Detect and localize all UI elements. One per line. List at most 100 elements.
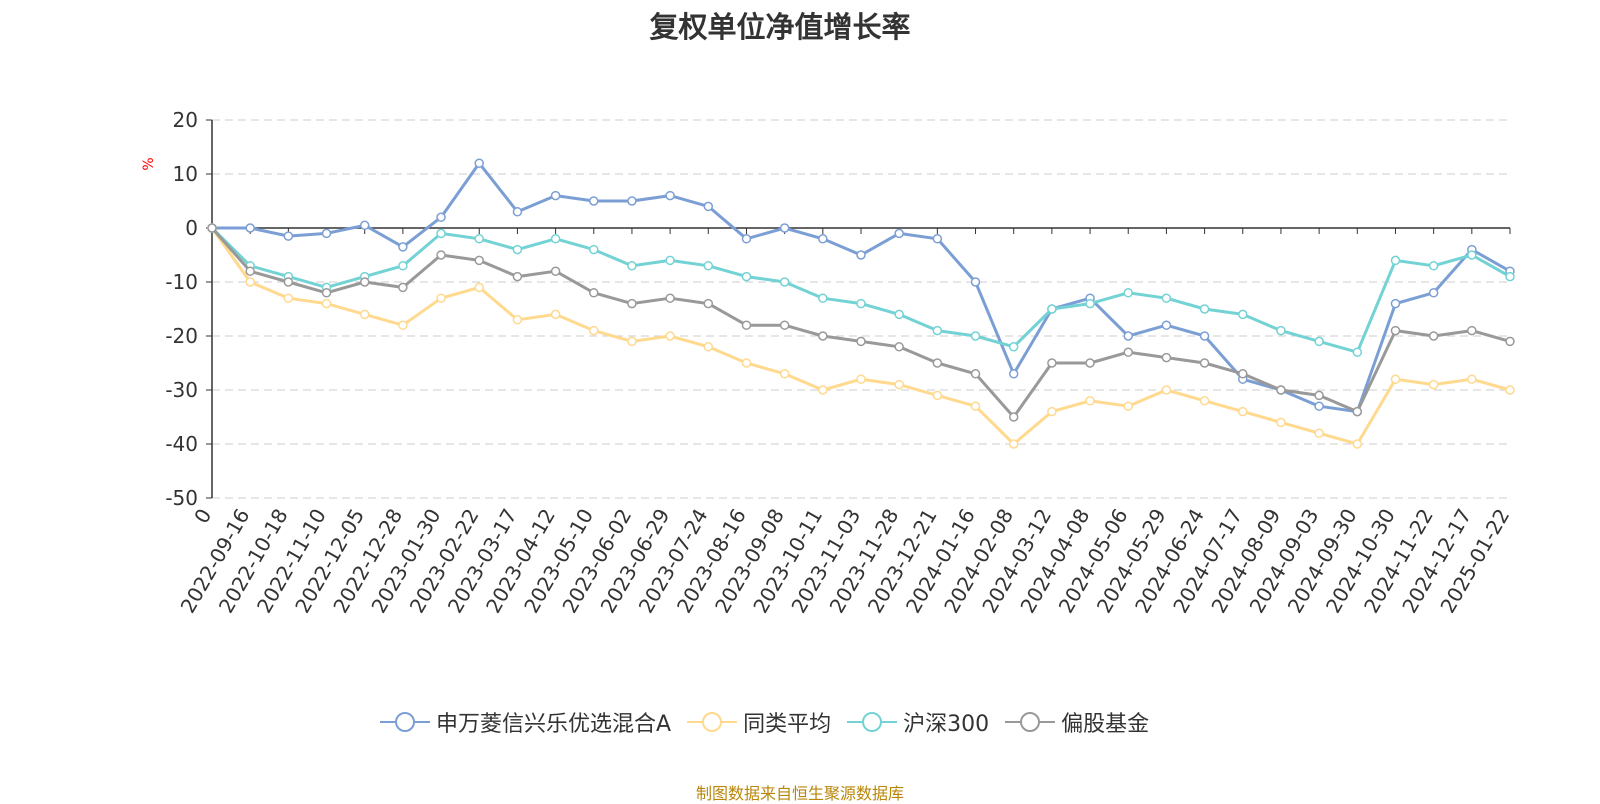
data-point (283, 231, 294, 241)
data-point (1352, 347, 1363, 357)
y-tick-label: 20 (173, 108, 198, 132)
y-tick-label: -30 (165, 378, 198, 402)
data-point (550, 309, 561, 320)
data-point (589, 196, 599, 206)
data-point (1314, 336, 1324, 347)
data-point (627, 336, 637, 347)
data-point (932, 358, 943, 368)
data-point (1123, 347, 1133, 357)
legend-item-1[interactable]: 同类平均 (687, 706, 831, 738)
data-point (398, 320, 408, 330)
chart-title: 复权单位净值增长率 (649, 10, 911, 44)
data-point (665, 255, 675, 266)
data-point (1467, 374, 1477, 384)
data-point (245, 266, 255, 276)
data-point (1352, 439, 1363, 449)
data-point (512, 315, 523, 325)
data-point (1390, 255, 1401, 266)
y-tick-label: 10 (173, 162, 198, 186)
data-point (321, 228, 332, 239)
legend-item-0[interactable]: 申万菱信兴乐优选混合A (380, 706, 671, 738)
y-tick-label: 0 (185, 216, 198, 240)
data-point (1505, 336, 1515, 347)
data-point (703, 342, 714, 352)
legend-item-3[interactable]: 偏股基金 (1005, 706, 1149, 738)
data-point (894, 309, 904, 320)
data-point (1314, 428, 1324, 438)
legend-symbol-icon (1005, 712, 1056, 732)
data-point (818, 385, 828, 395)
data-point (856, 374, 866, 384)
data-point (779, 369, 790, 379)
series-layer (207, 158, 1515, 449)
y-tick-label: -20 (165, 324, 198, 348)
data-point (1123, 288, 1133, 298)
data-point (398, 242, 408, 252)
data-point (474, 282, 484, 293)
data-point (245, 277, 255, 287)
data-point (1161, 293, 1172, 303)
data-point (856, 298, 866, 309)
data-point (359, 277, 370, 287)
data-point (932, 390, 943, 401)
data-point (932, 234, 943, 244)
data-point (627, 196, 637, 206)
data-point (283, 277, 294, 287)
data-point (512, 244, 523, 255)
data-point (970, 277, 981, 287)
data-point (741, 320, 752, 330)
data-point (512, 271, 523, 282)
data-point (1123, 401, 1133, 411)
data-point (398, 261, 408, 271)
data-point (1085, 298, 1095, 309)
data-point (436, 212, 446, 222)
data-point (932, 325, 943, 336)
legend-item-2[interactable]: 沪深300 (847, 706, 989, 738)
data-point (398, 282, 408, 293)
data-point (359, 309, 370, 320)
data-point (1428, 288, 1439, 298)
data-point (1505, 271, 1515, 282)
data-point (1047, 406, 1057, 417)
data-point (1428, 379, 1439, 390)
y-tick-label: -50 (165, 486, 198, 510)
data-point (703, 201, 714, 212)
data-point (1314, 401, 1324, 411)
data-point (970, 401, 981, 411)
data-point (1314, 390, 1324, 401)
grid-layer (212, 119, 1510, 499)
y-tick-label: -40 (165, 432, 198, 456)
data-point (1047, 304, 1057, 314)
legend-symbol-icon (380, 712, 430, 732)
data-point (436, 293, 446, 303)
legend: 申万菱信兴乐优选混合A 同类平均 沪深300 偏股基金 (380, 706, 1220, 738)
data-point (665, 331, 675, 341)
data-point (1161, 352, 1172, 363)
line-chart: 20100-10-20-30-40-5002022-09-162022-10-1… (141, 108, 1515, 617)
data-point (665, 190, 675, 201)
data-point (1199, 358, 1210, 368)
legend-label: 同类平均 (743, 712, 832, 737)
data-point (436, 228, 446, 239)
x-tick-label: 0 (189, 505, 216, 528)
data-point (741, 271, 752, 282)
data-point (589, 244, 599, 255)
data-point (1352, 406, 1363, 417)
series-line-1 (210, 227, 1511, 446)
data-point (627, 298, 637, 309)
data-point (818, 331, 828, 341)
data-point (741, 358, 752, 368)
data-point (436, 250, 446, 260)
y-tick-label: -10 (165, 270, 198, 294)
data-point (1199, 304, 1210, 314)
data-point (1276, 325, 1286, 336)
data-point (779, 223, 790, 233)
data-point (1505, 385, 1515, 395)
data-point (589, 288, 599, 298)
legend-label: 沪深300 (903, 712, 990, 737)
data-point (1199, 331, 1210, 341)
data-point (283, 293, 294, 303)
data-point (474, 255, 484, 266)
data-point (1467, 325, 1477, 336)
data-point (589, 325, 599, 336)
